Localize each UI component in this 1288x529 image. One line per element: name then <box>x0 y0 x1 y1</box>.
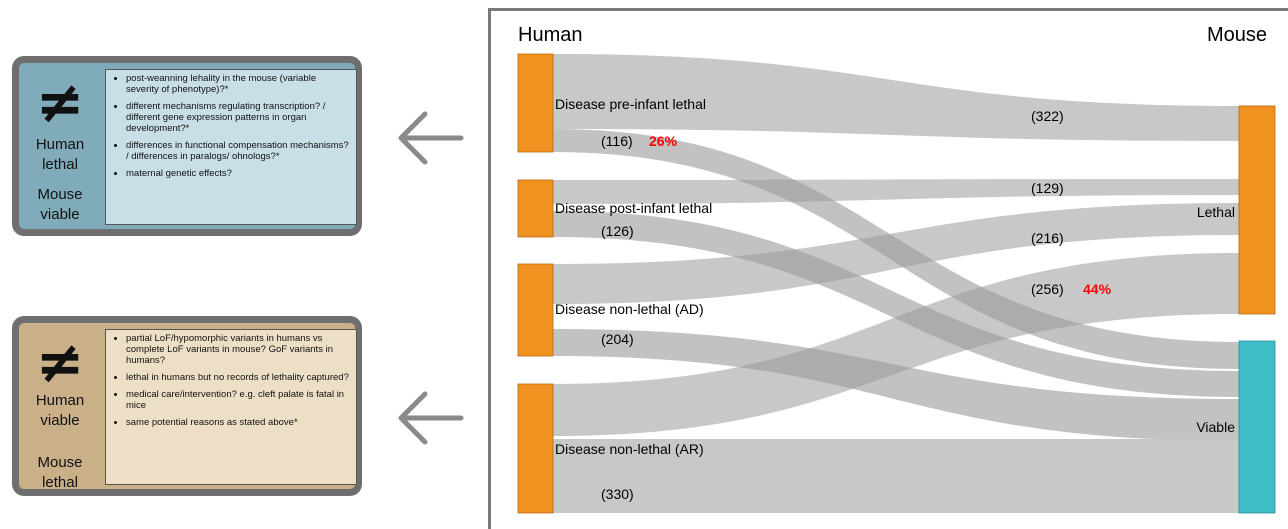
node-nonlethal-ar <box>517 383 554 514</box>
flow-count-label: (129) <box>1031 180 1064 196</box>
reason-item: lethal in humans but no records of letha… <box>126 372 350 383</box>
node-label: Viable <box>1196 419 1235 435</box>
flow-ad-to-viable <box>553 329 1239 441</box>
mouse-lethal-label: Mouse lethal <box>37 454 83 491</box>
arrow-left-icon <box>398 391 464 445</box>
reason-item: partial LoF/hypomorphic variants in huma… <box>126 333 350 366</box>
flow-percent-label: 26% <box>649 133 678 149</box>
sankey-frame: Human Mouse Disease pre-infant lethal Di… <box>488 8 1288 529</box>
node-label: Disease post-infant lethal <box>555 200 712 216</box>
flow-count-label: (256) <box>1031 281 1064 297</box>
node-label: Disease non-lethal (AD) <box>555 301 704 317</box>
flow-count-label: (216) <box>1031 230 1064 246</box>
flow-count-label: (330) <box>601 486 634 502</box>
node-mouse-viable <box>1238 340 1276 514</box>
flow-count-label: (204) <box>601 331 634 347</box>
reason-item: different mechanisms regulating transcri… <box>126 101 350 134</box>
human-title: Human <box>518 24 582 46</box>
human-lethal-label: Human lethal <box>35 136 85 173</box>
reason-item: post-weanning lehality in the mouse (var… <box>126 73 350 95</box>
node-mouse-lethal <box>1238 105 1276 315</box>
reason-item: medical care/intervention? e.g. cleft pa… <box>126 389 350 411</box>
node-preinfant-lethal <box>517 53 554 153</box>
not-equal-icon: ≠ <box>35 328 85 396</box>
node-nonlethal-ad <box>517 263 554 357</box>
flow-preinfant-to-viable <box>553 129 1239 369</box>
flow-postinfant-to-lethal <box>553 179 1239 204</box>
human-viable-label: Human viable <box>35 392 85 429</box>
human-lethal-mouse-viable-panel: ≠ Human lethal Mouse viable post-weannin… <box>12 56 362 236</box>
flow-count-label: (322) <box>1031 108 1064 124</box>
reasons-box: partial LoF/hypomorphic variants in huma… <box>105 329 357 485</box>
reasons-box: post-weanning lehality in the mouse (var… <box>105 69 357 225</box>
flow-ar-to-lethal <box>553 253 1239 436</box>
node-label: Lethal <box>1197 204 1235 220</box>
node-postinfant-lethal <box>517 179 554 238</box>
mouse-title: Mouse <box>1207 24 1267 46</box>
flow-postinfant-to-viable <box>553 211 1239 397</box>
flow-preinfant-to-lethal <box>553 54 1239 141</box>
reason-item: maternal genetic effects? <box>126 168 350 179</box>
reason-item: same potential reasons as stated above* <box>126 417 350 428</box>
flow-count-label: (126) <box>601 223 634 239</box>
flow-count-label: (116) <box>601 133 633 149</box>
flows <box>553 54 1239 513</box>
not-equal-icon: ≠ <box>35 68 85 136</box>
human-viable-mouse-lethal-panel: ≠ Human viable Mouse lethal partial LoF/… <box>12 316 362 496</box>
node-label: Disease pre-infant lethal <box>555 96 706 112</box>
flow-percent-label: 44% <box>1083 281 1112 297</box>
reason-item: differences in functional compensation m… <box>126 140 350 162</box>
mouse-viable-label: Mouse viable <box>37 186 83 223</box>
flow-ar-to-viable <box>553 439 1239 513</box>
arrow-left-icon <box>398 111 464 165</box>
sankey-diagram: Human Mouse Disease pre-infant lethal Di… <box>517 24 1276 514</box>
node-label: Disease non-lethal (AR) <box>555 441 704 457</box>
